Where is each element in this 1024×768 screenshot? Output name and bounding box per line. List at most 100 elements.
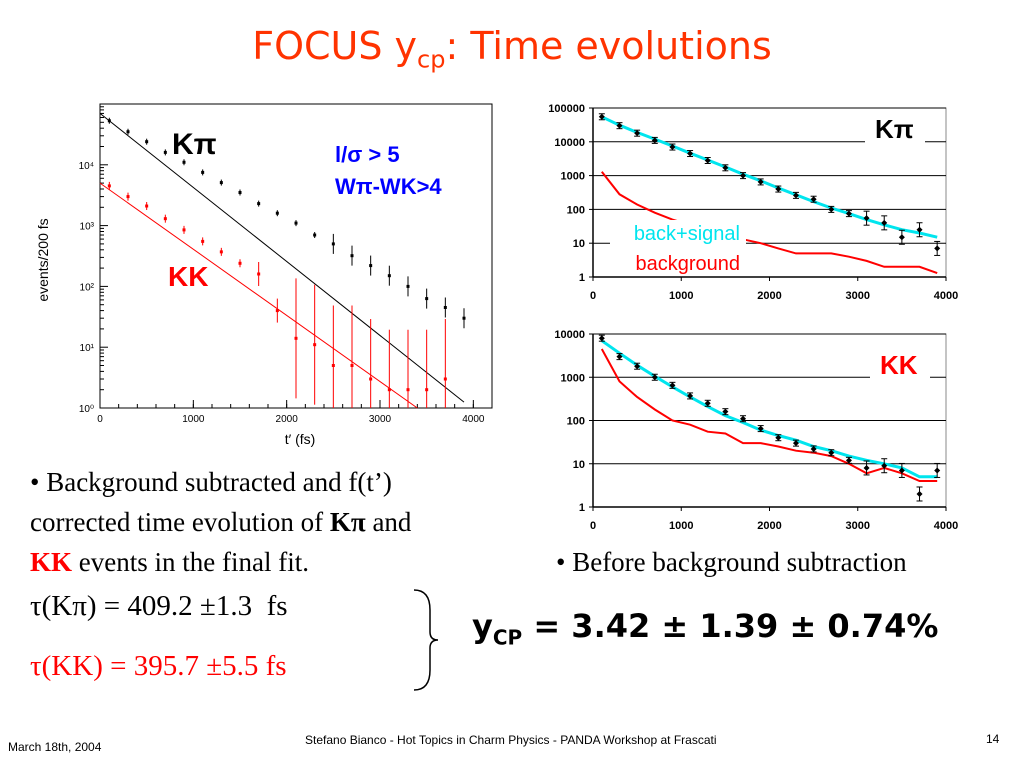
y-tick-label: 10³ bbox=[80, 222, 95, 233]
title-sub: cp bbox=[417, 45, 446, 74]
x-tick-label: 3000 bbox=[369, 414, 392, 425]
kpi-point bbox=[145, 140, 149, 144]
data-point bbox=[616, 122, 623, 129]
data-point bbox=[651, 137, 658, 144]
data-point bbox=[634, 130, 641, 137]
x-tick-label: 1000 bbox=[669, 520, 693, 532]
kk-point bbox=[107, 184, 111, 188]
x-tick-label: 2000 bbox=[757, 520, 781, 532]
lifetime-kk: τ(KK) = 395.7 ±5.5 fs bbox=[30, 650, 287, 682]
background-line bbox=[601, 171, 938, 275]
data-point bbox=[740, 172, 747, 179]
data-point bbox=[704, 400, 711, 407]
kpi-point bbox=[107, 119, 111, 123]
desc-kk: KK bbox=[30, 547, 73, 577]
data-point bbox=[704, 157, 711, 164]
data-point bbox=[810, 196, 817, 203]
kk-fit-line bbox=[99, 182, 418, 409]
kpi-point bbox=[369, 264, 373, 268]
kk-point bbox=[294, 336, 298, 340]
kk-point bbox=[219, 250, 223, 254]
channel-label: Kπ bbox=[875, 114, 914, 144]
x-tick-label: 2000 bbox=[276, 414, 299, 425]
kk-raw-chart: 1 10 100 1000 10000 0 1000 2000 3000 4000 KK bbox=[554, 329, 958, 532]
brace-icon bbox=[413, 589, 439, 691]
data-point bbox=[898, 467, 905, 474]
kpi-point bbox=[425, 297, 429, 301]
desc-kpi: Kπ bbox=[329, 507, 366, 537]
desc-line-3-post: events in the final fit. bbox=[72, 547, 309, 577]
data-point bbox=[881, 462, 888, 469]
y-tick-label: 1 bbox=[579, 272, 585, 284]
y-axis-label: events/200 fs bbox=[35, 218, 51, 301]
plot-frame bbox=[99, 103, 493, 409]
data-point bbox=[916, 226, 923, 233]
y-tick-label: 100000 bbox=[548, 103, 585, 115]
data-point bbox=[687, 392, 694, 399]
legend-bg bbox=[610, 220, 746, 272]
data-point bbox=[810, 445, 817, 452]
cut-label-2: Wπ-WK>4 bbox=[335, 174, 442, 199]
kpi-point bbox=[275, 211, 279, 215]
ycp-result: yCP = 3.42 ± 1.39 ± 0.74% bbox=[472, 607, 938, 649]
y-tick-label: 1 bbox=[579, 502, 585, 514]
kk-point bbox=[406, 388, 410, 392]
data-point bbox=[722, 164, 729, 171]
y-tick-label: 100 bbox=[567, 204, 585, 216]
kk-point bbox=[425, 388, 429, 392]
desc-line-2-pre: corrected time evolution of bbox=[30, 507, 330, 537]
footer-center: Stefano Bianco - Hot Topics in Charm Phy… bbox=[305, 733, 717, 747]
x-tick-label: 4000 bbox=[462, 414, 485, 425]
kpi-point bbox=[406, 284, 410, 288]
kk-point bbox=[238, 261, 242, 265]
footer-date: March 18th, 2004 bbox=[8, 740, 102, 754]
x-tick-label: 4000 bbox=[934, 520, 958, 532]
lifetime-kpi: τ(Kπ) = 409.2 ±1.3 fs bbox=[30, 590, 288, 622]
data-point bbox=[863, 464, 870, 471]
x-tick-label: 0 bbox=[590, 520, 596, 532]
cut-label-1: l/σ > 5 bbox=[335, 142, 400, 167]
data-point bbox=[898, 234, 905, 241]
data-point bbox=[598, 335, 605, 342]
kpi-point bbox=[294, 221, 298, 225]
legend-signal: back+signal bbox=[634, 223, 740, 245]
data-point bbox=[881, 219, 888, 226]
channel-label: KK bbox=[880, 350, 918, 380]
data-point bbox=[687, 150, 694, 157]
y-tick-label: 10² bbox=[80, 282, 95, 293]
data-point bbox=[828, 206, 835, 213]
desc-line-3: KK events in the final fit. bbox=[30, 542, 530, 582]
kk-point bbox=[182, 228, 186, 232]
x-tick-label: 2000 bbox=[757, 290, 781, 302]
data-point bbox=[669, 144, 676, 151]
kk-point bbox=[201, 239, 205, 243]
data-point bbox=[598, 113, 605, 120]
kpi-point bbox=[182, 160, 186, 164]
kpi-point bbox=[257, 202, 261, 206]
data-point bbox=[757, 178, 764, 185]
data-point bbox=[669, 382, 676, 389]
y-tick-label: 10000 bbox=[554, 137, 585, 149]
x-tick-label: 0 bbox=[97, 414, 103, 425]
y-tick-label: 10000 bbox=[554, 329, 585, 341]
kpi-point bbox=[331, 242, 335, 246]
data-point bbox=[792, 440, 799, 447]
kpi-point bbox=[443, 305, 447, 309]
slide-title: FOCUS ycp: Time evolutions bbox=[0, 24, 1024, 74]
kpi-label: Kπ bbox=[172, 128, 217, 161]
kpi-point bbox=[313, 233, 317, 237]
x-tick-label: 1000 bbox=[669, 290, 693, 302]
label-bg bbox=[870, 350, 930, 380]
desc-line-2: corrected time evolution of Kπ and bbox=[30, 502, 530, 542]
x-tick-label: 0 bbox=[590, 290, 596, 302]
legend-background: background bbox=[635, 253, 740, 275]
kk-point bbox=[275, 309, 279, 313]
y-tick-label: 1000 bbox=[561, 171, 585, 183]
data-point bbox=[828, 449, 835, 456]
kk-point bbox=[163, 217, 167, 221]
footer-page: 14 bbox=[986, 732, 1000, 746]
title-main: FOCUS y bbox=[252, 24, 418, 68]
kk-point bbox=[126, 195, 130, 199]
data-point bbox=[775, 186, 782, 193]
kk-point bbox=[145, 204, 149, 208]
